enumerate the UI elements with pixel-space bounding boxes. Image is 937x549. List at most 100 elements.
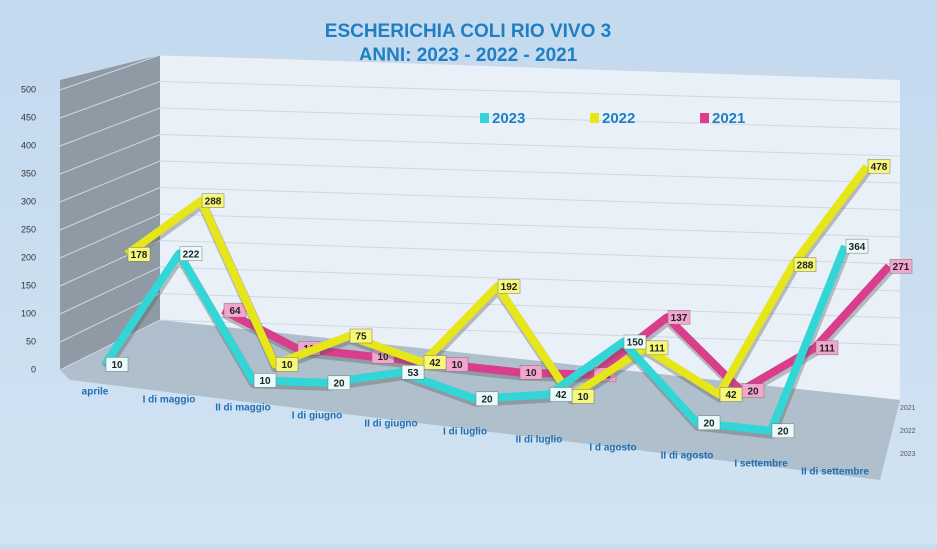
data-point bbox=[475, 391, 499, 407]
data-label: 10 bbox=[525, 368, 537, 379]
data-label: 137 bbox=[671, 313, 688, 324]
legend-label: 2021 bbox=[712, 110, 745, 127]
data-point bbox=[889, 258, 913, 274]
data-point bbox=[423, 355, 447, 370]
grid-line bbox=[59, 266, 901, 315]
data-point bbox=[815, 340, 839, 356]
data-point bbox=[845, 238, 869, 254]
data-point bbox=[719, 387, 743, 402]
data-label: 20 bbox=[777, 426, 789, 437]
data-point bbox=[127, 247, 151, 262]
data-point bbox=[667, 310, 691, 325]
y-tick-label: 300 bbox=[21, 196, 36, 206]
grid-line bbox=[59, 213, 901, 259]
data-point bbox=[793, 257, 817, 272]
data-point bbox=[349, 328, 373, 344]
data-point bbox=[275, 357, 299, 372]
grid-line bbox=[59, 54, 901, 91]
data-point bbox=[223, 302, 247, 318]
data-label: 288 bbox=[205, 196, 222, 207]
side-wall bbox=[60, 55, 160, 370]
data-label: 178 bbox=[131, 250, 148, 261]
grid-line bbox=[59, 107, 901, 147]
data-label: 53 bbox=[407, 368, 419, 379]
data-point bbox=[105, 357, 129, 372]
x-tick-label: I d agosto bbox=[589, 443, 636, 454]
x-tick-label: II di agosto bbox=[661, 451, 714, 462]
legend-swatch bbox=[590, 113, 599, 123]
y-tick-label: 200 bbox=[21, 252, 36, 262]
data-label: 20 bbox=[703, 418, 715, 429]
y-tick-label: 400 bbox=[21, 140, 36, 150]
data-label: 75 bbox=[355, 332, 367, 343]
data-label: 42 bbox=[725, 390, 737, 401]
data-label: 111 bbox=[649, 343, 665, 354]
data-label: 271 bbox=[893, 262, 910, 273]
y-tick-label: 100 bbox=[21, 308, 36, 318]
chart-title: ESCHERICHIA COLI RIO VIVO 3 bbox=[325, 21, 611, 42]
data-label: 150 bbox=[627, 338, 644, 349]
data-point bbox=[623, 334, 647, 350]
y-tick-label: 450 bbox=[21, 112, 36, 122]
data-label: 20 bbox=[747, 386, 759, 397]
data-point bbox=[497, 279, 521, 294]
grid-line bbox=[59, 292, 901, 343]
depth-label: 2021 bbox=[900, 405, 916, 412]
series-line bbox=[124, 163, 871, 401]
x-tick-label: I di luglio bbox=[443, 427, 487, 438]
data-point bbox=[697, 415, 721, 431]
data-label: 20 bbox=[481, 394, 493, 405]
data-label: 111 bbox=[819, 343, 835, 354]
x-tick-label: I settembre bbox=[734, 459, 788, 470]
legend-label: 2023 bbox=[492, 110, 525, 127]
data-point bbox=[867, 159, 891, 174]
y-tick-label: 250 bbox=[21, 224, 36, 234]
data-label: 364 bbox=[849, 242, 866, 253]
data-label: 10 bbox=[451, 360, 463, 371]
data-label: 10 bbox=[577, 392, 589, 403]
data-label: 10 bbox=[111, 360, 123, 371]
x-tick-label: II di giugno bbox=[364, 419, 417, 430]
grid-line bbox=[59, 133, 901, 175]
data-label: 42 bbox=[555, 390, 567, 401]
data-label: 42 bbox=[429, 358, 441, 369]
data-label: 478 bbox=[871, 162, 888, 173]
x-tick-label: aprile bbox=[82, 387, 109, 398]
data-label: 20 bbox=[333, 378, 345, 389]
grid-line bbox=[59, 239, 901, 287]
y-tick-label: 350 bbox=[21, 168, 36, 178]
depth-label: 2022 bbox=[900, 428, 916, 435]
data-label: 10 bbox=[377, 352, 389, 363]
data-label: 10 bbox=[281, 360, 293, 371]
data-point bbox=[771, 423, 795, 439]
x-tick-label: I di giugno bbox=[292, 411, 343, 422]
data-point bbox=[179, 246, 203, 261]
data-point bbox=[201, 193, 225, 208]
data-point bbox=[253, 373, 277, 388]
data-label: 288 bbox=[797, 260, 814, 271]
data-point bbox=[549, 387, 573, 402]
data-point bbox=[519, 365, 543, 380]
grid-line bbox=[59, 186, 901, 231]
x-tick-label: I di maggio bbox=[143, 395, 196, 406]
data-point bbox=[401, 365, 425, 380]
back-wall bbox=[160, 55, 900, 400]
data-label: 222 bbox=[183, 249, 200, 260]
legend-swatch bbox=[480, 113, 489, 123]
y-tick-label: 0 bbox=[31, 364, 36, 374]
data-label: 64 bbox=[229, 306, 241, 317]
x-tick-label: II di luglio bbox=[516, 435, 563, 446]
chart-subtitle: ANNI: 2023 - 2022 - 2021 bbox=[359, 45, 578, 66]
grid-line bbox=[59, 319, 901, 371]
data-label: 10 bbox=[259, 376, 271, 387]
grid-line bbox=[59, 80, 901, 119]
y-tick-label: 50 bbox=[26, 336, 36, 346]
series-line bbox=[101, 244, 849, 435]
data-label: 192 bbox=[501, 282, 518, 293]
data-point bbox=[327, 375, 351, 391]
x-tick-label: II di maggio bbox=[215, 403, 271, 414]
x-tick-label: II di settembre bbox=[801, 467, 869, 478]
legend-swatch bbox=[700, 113, 709, 123]
grid-line bbox=[59, 160, 901, 203]
